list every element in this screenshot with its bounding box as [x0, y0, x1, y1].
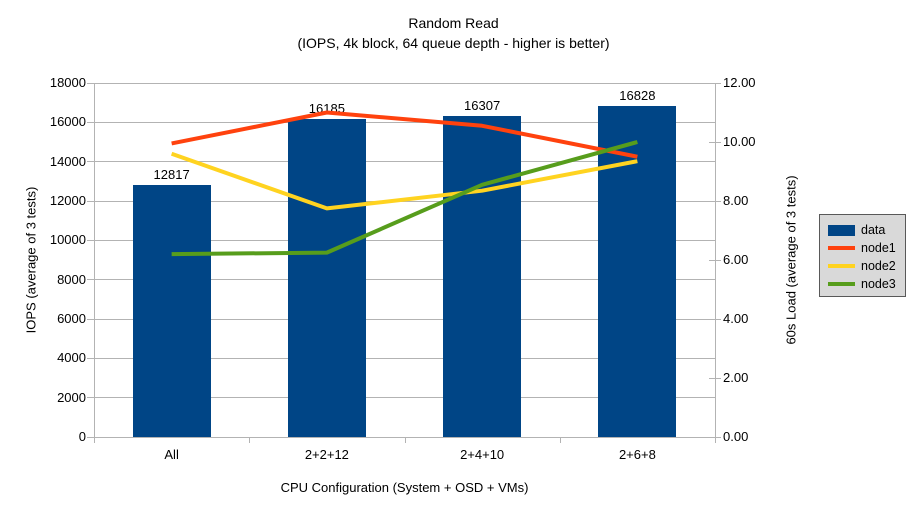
left-axis-tick-label: 2000 — [57, 389, 86, 405]
gridline — [94, 82, 715, 84]
left-axis-tick — [87, 279, 94, 281]
gridline — [94, 397, 715, 399]
bar-value-label: 16828 — [619, 88, 656, 104]
legend-line-swatch — [828, 282, 855, 286]
left-axis-tick-label: 0 — [78, 429, 86, 444]
left-axis-tick — [87, 436, 94, 438]
left-axis-tick — [87, 318, 94, 320]
legend: data node1 node2 node3 — [819, 214, 906, 297]
x-axis-tick-label: 2+2+12 — [304, 447, 349, 462]
bar-2+4+10 — [443, 116, 522, 437]
line-node2 — [170, 151, 638, 211]
left-axis-tick-label: 12000 — [49, 193, 86, 208]
left-axis-tick-label: 8000 — [57, 271, 86, 287]
x-axis-tick-label: 2+6+8 — [618, 447, 656, 462]
legend-label: node3 — [861, 277, 896, 291]
gridline — [94, 161, 715, 163]
right-axis-tick-label: 2.00 — [723, 370, 749, 385]
bar-2+2+12 — [287, 118, 366, 437]
gridline — [94, 318, 715, 320]
left-axis-tick — [87, 121, 94, 123]
left-axis-tick — [87, 200, 94, 202]
left-axis-tick — [87, 357, 94, 359]
x-axis-tick — [249, 437, 251, 443]
legend-item-data: data — [828, 221, 905, 239]
gridline — [94, 357, 715, 359]
gridline — [94, 279, 715, 281]
x-axis-tick-label: All — [164, 447, 179, 462]
left-axis-tick-label: 4000 — [57, 350, 86, 366]
legend-bar-swatch — [828, 224, 855, 236]
gridline — [94, 239, 715, 241]
chart-subtitle: (IOPS, 4k block, 64 queue depth - higher… — [297, 35, 610, 51]
legend-label: node2 — [861, 259, 896, 273]
chart-title: Random Read — [408, 15, 499, 31]
left-axis-tick-label: 18000 — [49, 75, 86, 90]
line-series-layer — [170, 110, 638, 257]
x-axis-tick-label: 2+4+10 — [460, 447, 505, 462]
x-axis-tick — [404, 437, 406, 443]
right-axis-tick-label: 8.00 — [723, 193, 749, 208]
right-axis-title: 60s Load (average of 3 tests) — [783, 175, 799, 345]
x-axis-tick — [559, 437, 561, 443]
right-axis-tick-label: 12.00 — [723, 75, 756, 90]
legend-item-node3: node3 — [828, 275, 905, 293]
bar-All — [132, 184, 211, 437]
legend-item-node1: node1 — [828, 239, 905, 257]
right-axis-tick-label: 6.00 — [723, 252, 749, 267]
right-axis-tick-label: 10.00 — [723, 134, 756, 149]
legend-line-swatch — [828, 264, 855, 268]
gridline — [94, 121, 715, 123]
legend-item-node2: node2 — [828, 257, 905, 275]
bar-value-label: 12817 — [153, 166, 190, 182]
x-axis-tick — [94, 437, 95, 443]
left-axis-tick-label: 14000 — [49, 153, 86, 169]
y-axis-right — [715, 83, 716, 438]
legend-label: node1 — [861, 241, 896, 255]
y-axis-left — [94, 83, 95, 437]
left-axis-tick-label: 10000 — [49, 232, 86, 248]
bar-value-label: 16307 — [464, 98, 501, 114]
legend-line-swatch — [828, 246, 855, 250]
right-axis-tick-label: 0.00 — [723, 429, 749, 444]
left-axis-tick — [87, 161, 94, 163]
left-axis-tick-label: 6000 — [57, 311, 86, 326]
line-node1 — [171, 110, 638, 159]
x-axis-title: CPU Configuration (System + OSD + VMs) — [280, 480, 529, 495]
left-axis-tick — [87, 397, 94, 399]
right-axis-tick-label: 4.00 — [723, 311, 749, 326]
x-axis-tick — [715, 437, 716, 443]
left-axis-tick — [87, 239, 94, 241]
legend-label: data — [861, 223, 886, 237]
left-axis-tick — [87, 82, 94, 84]
left-axis-tick-label: 16000 — [49, 114, 86, 130]
line-node3 — [171, 140, 638, 257]
